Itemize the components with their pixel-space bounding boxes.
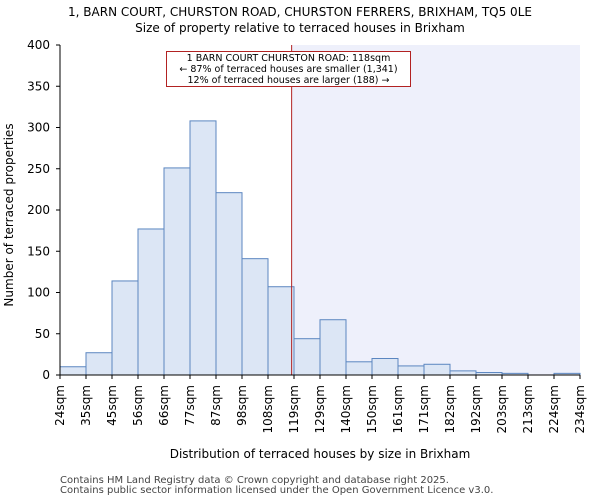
histogram-bar [423, 363, 451, 376]
x-tick-label: 224sqm [547, 385, 561, 433]
histogram-bar [449, 370, 477, 376]
footer-line-2: Contains public sector information licen… [60, 485, 494, 496]
histogram-bar [85, 352, 113, 376]
x-tick-label: 45sqm [105, 385, 119, 426]
histogram-bar [189, 120, 217, 376]
chart-subtitle: Size of property relative to terraced ho… [135, 21, 465, 35]
y-tick-label: 50 [35, 327, 50, 341]
x-tick-label: 140sqm [339, 385, 353, 433]
x-tick-label: 98sqm [235, 385, 249, 426]
y-tick-label: 400 [27, 38, 50, 52]
x-tick-label: 87sqm [209, 385, 223, 426]
x-tick-label: 213sqm [521, 385, 535, 433]
histogram-bar [397, 365, 425, 376]
x-tick-label: 129sqm [313, 385, 327, 433]
x-tick-label: 150sqm [365, 385, 379, 433]
annotation-line-3: 12% of terraced houses are larger (188) … [187, 75, 390, 86]
x-tick-label: 24sqm [53, 385, 67, 426]
x-tick-label: 171sqm [417, 385, 431, 433]
x-tick-label: 203sqm [495, 385, 509, 433]
histogram-bar [267, 286, 295, 376]
annotation-line-2: ← 87% of terraced houses are smaller (1,… [179, 64, 398, 75]
y-axis-label: Number of terraced properties [2, 123, 16, 306]
x-tick-label: 192sqm [469, 385, 483, 433]
y-tick-label: 150 [27, 244, 50, 258]
x-tick-label: 66sqm [157, 385, 171, 426]
histogram-bar [59, 366, 87, 376]
histogram-bar [163, 167, 191, 376]
histogram-bar [111, 280, 139, 376]
x-tick-label: 56sqm [131, 385, 145, 426]
histogram-bar [345, 361, 373, 376]
histogram-bar [371, 358, 399, 376]
histogram-bar [293, 338, 321, 376]
y-tick-label: 350 [27, 79, 50, 93]
x-tick-label: 108sqm [261, 385, 275, 433]
x-tick-label: 182sqm [443, 385, 457, 433]
x-tick-label: 234sqm [573, 385, 587, 433]
x-tick-label: 119sqm [287, 385, 301, 433]
x-tick-label: 77sqm [183, 385, 197, 426]
y-tick-label: 300 [27, 121, 50, 135]
y-tick-label: 250 [27, 162, 50, 176]
x-axis-label: Distribution of terraced houses by size … [170, 447, 471, 461]
histogram-bar [319, 319, 347, 376]
x-tick-label: 161sqm [391, 385, 405, 433]
histogram-bar [137, 228, 165, 376]
y-tick-label: 100 [27, 286, 50, 300]
y-tick-label: 0 [42, 368, 50, 382]
histogram-bar [215, 192, 243, 376]
y-tick-label: 200 [27, 203, 50, 217]
x-tick-label: 35sqm [79, 385, 93, 426]
annotation-line-1: 1 BARN COURT CHURSTON ROAD: 118sqm [186, 53, 391, 64]
chart-title: 1, BARN COURT, CHURSTON ROAD, CHURSTON F… [68, 5, 532, 19]
footer-line-1: Contains HM Land Registry data © Crown c… [60, 475, 449, 486]
histogram-bar [241, 258, 269, 376]
annotation-box: 1 BARN COURT CHURSTON ROAD: 118sqm ← 87%… [166, 51, 411, 87]
